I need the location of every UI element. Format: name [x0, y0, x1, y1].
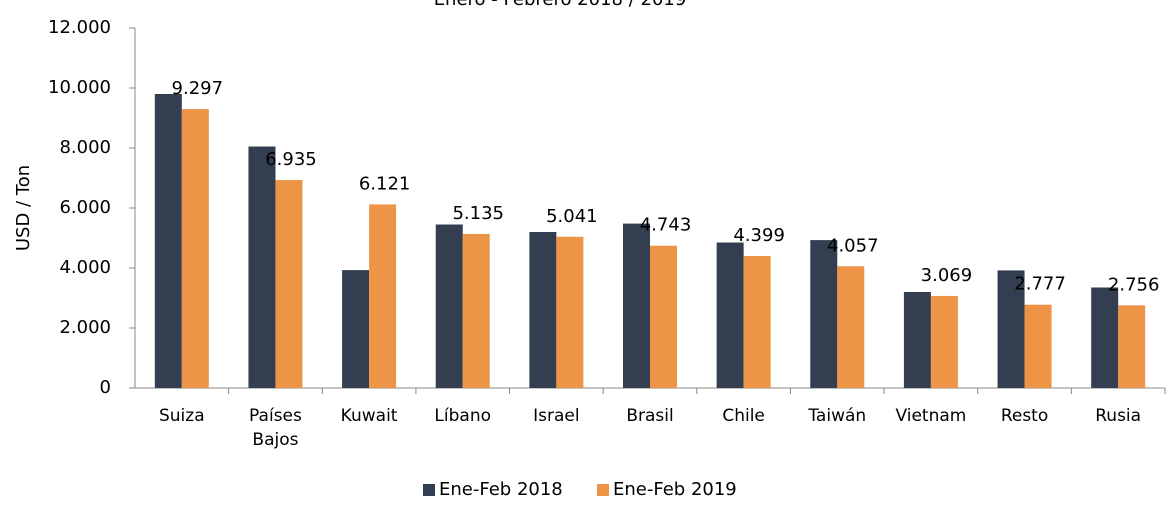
x-tick-label: Líbano [434, 406, 491, 426]
x-tick-label: Resto [1000, 406, 1049, 426]
bar [529, 232, 557, 388]
bar [997, 270, 1025, 388]
x-tick-label: Rusia [1095, 406, 1142, 426]
legend-item: Ene-Feb 2018 [423, 479, 563, 500]
y-tick-label: 6.000 [59, 197, 111, 218]
data-label: 5.135 [452, 203, 504, 224]
bar [462, 233, 490, 388]
x-tick-label: Brasil [626, 406, 674, 426]
bar [810, 240, 838, 388]
bar [1091, 287, 1119, 388]
bar [743, 256, 771, 388]
bar [930, 295, 958, 388]
bar [1024, 304, 1052, 388]
bar [369, 204, 397, 388]
y-tick-label: 8.000 [59, 137, 111, 158]
x-tick-label: Suiza [158, 406, 205, 426]
data-label: 4.399 [733, 225, 785, 246]
data-label: 4.743 [640, 215, 692, 236]
data-label: 6.121 [359, 173, 411, 194]
bar [650, 245, 677, 388]
bar [248, 146, 276, 388]
y-tick-label: 0 [100, 377, 111, 398]
bar [435, 224, 463, 388]
y-tick-label: 12.000 [48, 17, 111, 38]
x-tick-label: Israel [533, 406, 580, 426]
data-label: 9.297 [172, 78, 224, 99]
data-label: 4.057 [827, 235, 879, 256]
x-tick-label: Kuwait [340, 406, 398, 426]
data-label: 5.041 [546, 206, 598, 227]
y-tick-label: 2.000 [59, 317, 111, 338]
bar [623, 223, 650, 388]
x-tick-label: Taiwán [808, 406, 867, 426]
bar [154, 94, 182, 388]
bar [181, 109, 209, 388]
bar [716, 242, 744, 388]
x-tick-label: Vietnam [895, 406, 967, 426]
chart-title: Enero - Febrero 2018 / 2019 [434, 0, 687, 10]
data-label: 2.756 [1108, 274, 1160, 295]
legend-item: Ene-Feb 2019 [597, 479, 737, 500]
legend-swatch [423, 483, 435, 496]
bar [342, 270, 370, 388]
y-tick-label: 10.000 [48, 77, 111, 98]
data-label: 6.935 [265, 149, 317, 170]
x-tick-label: Países Bajos [249, 406, 302, 450]
y-axis-label: USD / Ton [13, 165, 34, 251]
bar [837, 266, 865, 388]
data-label: 3.069 [921, 265, 973, 286]
bar [275, 179, 303, 388]
data-label: 2.777 [1014, 274, 1066, 295]
bar [903, 292, 931, 388]
legend-swatch [597, 483, 609, 496]
y-tick-label: 4.000 [59, 257, 111, 278]
legend-label: Ene-Feb 2019 [613, 479, 737, 500]
x-tick-label: Chile [722, 406, 765, 426]
bar [556, 236, 584, 388]
legend-label: Ene-Feb 2018 [439, 479, 563, 500]
bar [1118, 305, 1146, 388]
